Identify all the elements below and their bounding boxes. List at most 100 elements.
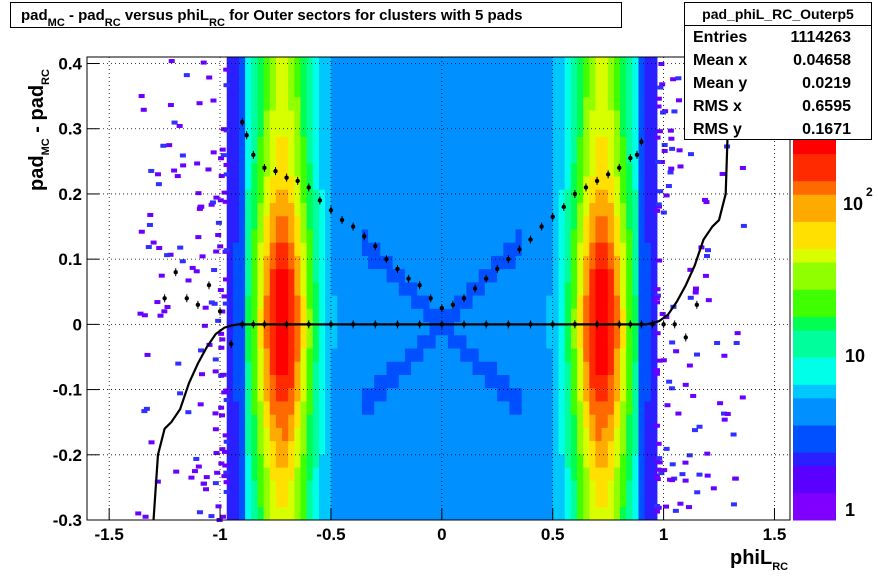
heatmap-cell [325,70,332,84]
heatmap-cell [515,348,523,362]
heatmap-cell [558,242,566,256]
heatmap-cell [626,348,633,362]
y-tick-label: 0.4 [58,55,82,74]
heatmap-cell [515,149,523,164]
heatmap-cell [527,136,535,151]
heatmap-cell [454,281,461,296]
heatmap-cell [497,427,504,442]
heatmap-cell [337,387,344,402]
heatmap-cell [429,228,437,243]
heatmap-cell [447,162,455,177]
heatmap-cell [515,281,523,296]
heatmap-cell [263,123,271,137]
heatmap-cell [398,281,406,296]
heatmap-cell [583,215,590,230]
marker-point [694,302,700,308]
sparse-cell [696,424,703,429]
sparse-cell [703,200,710,205]
x-tick-label: -1 [212,525,227,544]
heatmap-cell [490,202,498,217]
heatmap-cell [312,228,320,243]
heatmap-cell [349,189,357,204]
heatmap-cell [534,57,541,71]
heatmap-cell [638,440,646,455]
heatmap-cell [386,414,394,428]
heatmap-cell [386,162,394,177]
sparse-cell [692,290,699,295]
heatmap-cell [380,414,388,428]
heatmap-cell [589,467,596,481]
heatmap-cell [454,374,461,389]
heatmap-cell [534,189,541,204]
heatmap-cell [589,242,596,256]
heatmap-cell [282,57,289,71]
heatmap-cell [583,70,590,84]
heatmap-cell [484,427,492,442]
heatmap-cell [282,162,289,177]
heatmap-cell [251,374,258,389]
heatmap-cell [472,321,480,336]
heatmap-cell [589,228,596,243]
heatmap-cell [312,136,320,151]
rms-profile [240,118,644,313]
heatmap-cell [423,506,431,521]
heatmap-cell [343,281,351,296]
heatmap-cell [368,189,375,204]
heatmap-cell [312,215,320,230]
heatmap-cell [226,255,234,270]
heatmap-cell [392,467,400,481]
heatmap-cell [478,414,486,428]
heatmap-cell [527,348,535,362]
heatmap-cell [454,96,461,111]
heatmap-cell [368,255,375,270]
heatmap-cell [534,242,541,256]
heatmap-cell [540,308,547,323]
heatmap-cell [232,453,240,468]
sparse-cell [210,98,217,103]
heatmap-cell [644,480,652,495]
heatmap-cell [392,109,400,124]
heatmap-cell [239,453,246,468]
heatmap-cell [417,162,424,177]
sparse-cell [734,331,741,336]
heatmap-cell [288,202,295,217]
heatmap-cell [331,295,338,309]
heatmap-cell [337,189,344,204]
heatmap-cell [355,176,363,190]
sparse-cell [668,166,675,171]
heatmap-cell [312,70,320,84]
heatmap-cell [570,440,578,455]
heatmap-cell [564,228,572,243]
heatmap-cell [232,387,240,402]
heatmap-cell [239,109,246,124]
colorbar-cell [793,465,836,480]
heatmap-cell [441,162,449,177]
heatmap-cell [497,176,504,190]
heatmap-cell [484,295,492,309]
heatmap-cell [269,149,277,164]
heatmap-cell [638,334,646,349]
heatmap-cell [454,83,461,98]
heatmap-cell [620,255,627,270]
heatmap-cell [607,255,615,270]
heatmap-cell [417,70,424,84]
heatmap-cell [361,308,369,323]
heatmap-cell [595,493,603,508]
heatmap-cell [447,242,455,256]
heatmap-cell [349,57,357,71]
heatmap-cell [337,255,344,270]
heatmap-cell [632,453,640,468]
heatmap-cell [534,414,541,428]
heatmap-cell [552,440,560,455]
heatmap-cell [288,467,295,481]
sparse-cell [663,446,670,451]
heatmap-cell [380,506,388,521]
sparse-cell [166,143,173,148]
heatmap-cell [521,109,529,124]
sparse-cell [193,269,200,274]
heatmap-cell [386,268,394,283]
heatmap-cell [355,387,363,402]
heatmap-cell [343,268,351,283]
heatmap-cell [300,348,308,362]
heatmap-cell [355,414,363,428]
